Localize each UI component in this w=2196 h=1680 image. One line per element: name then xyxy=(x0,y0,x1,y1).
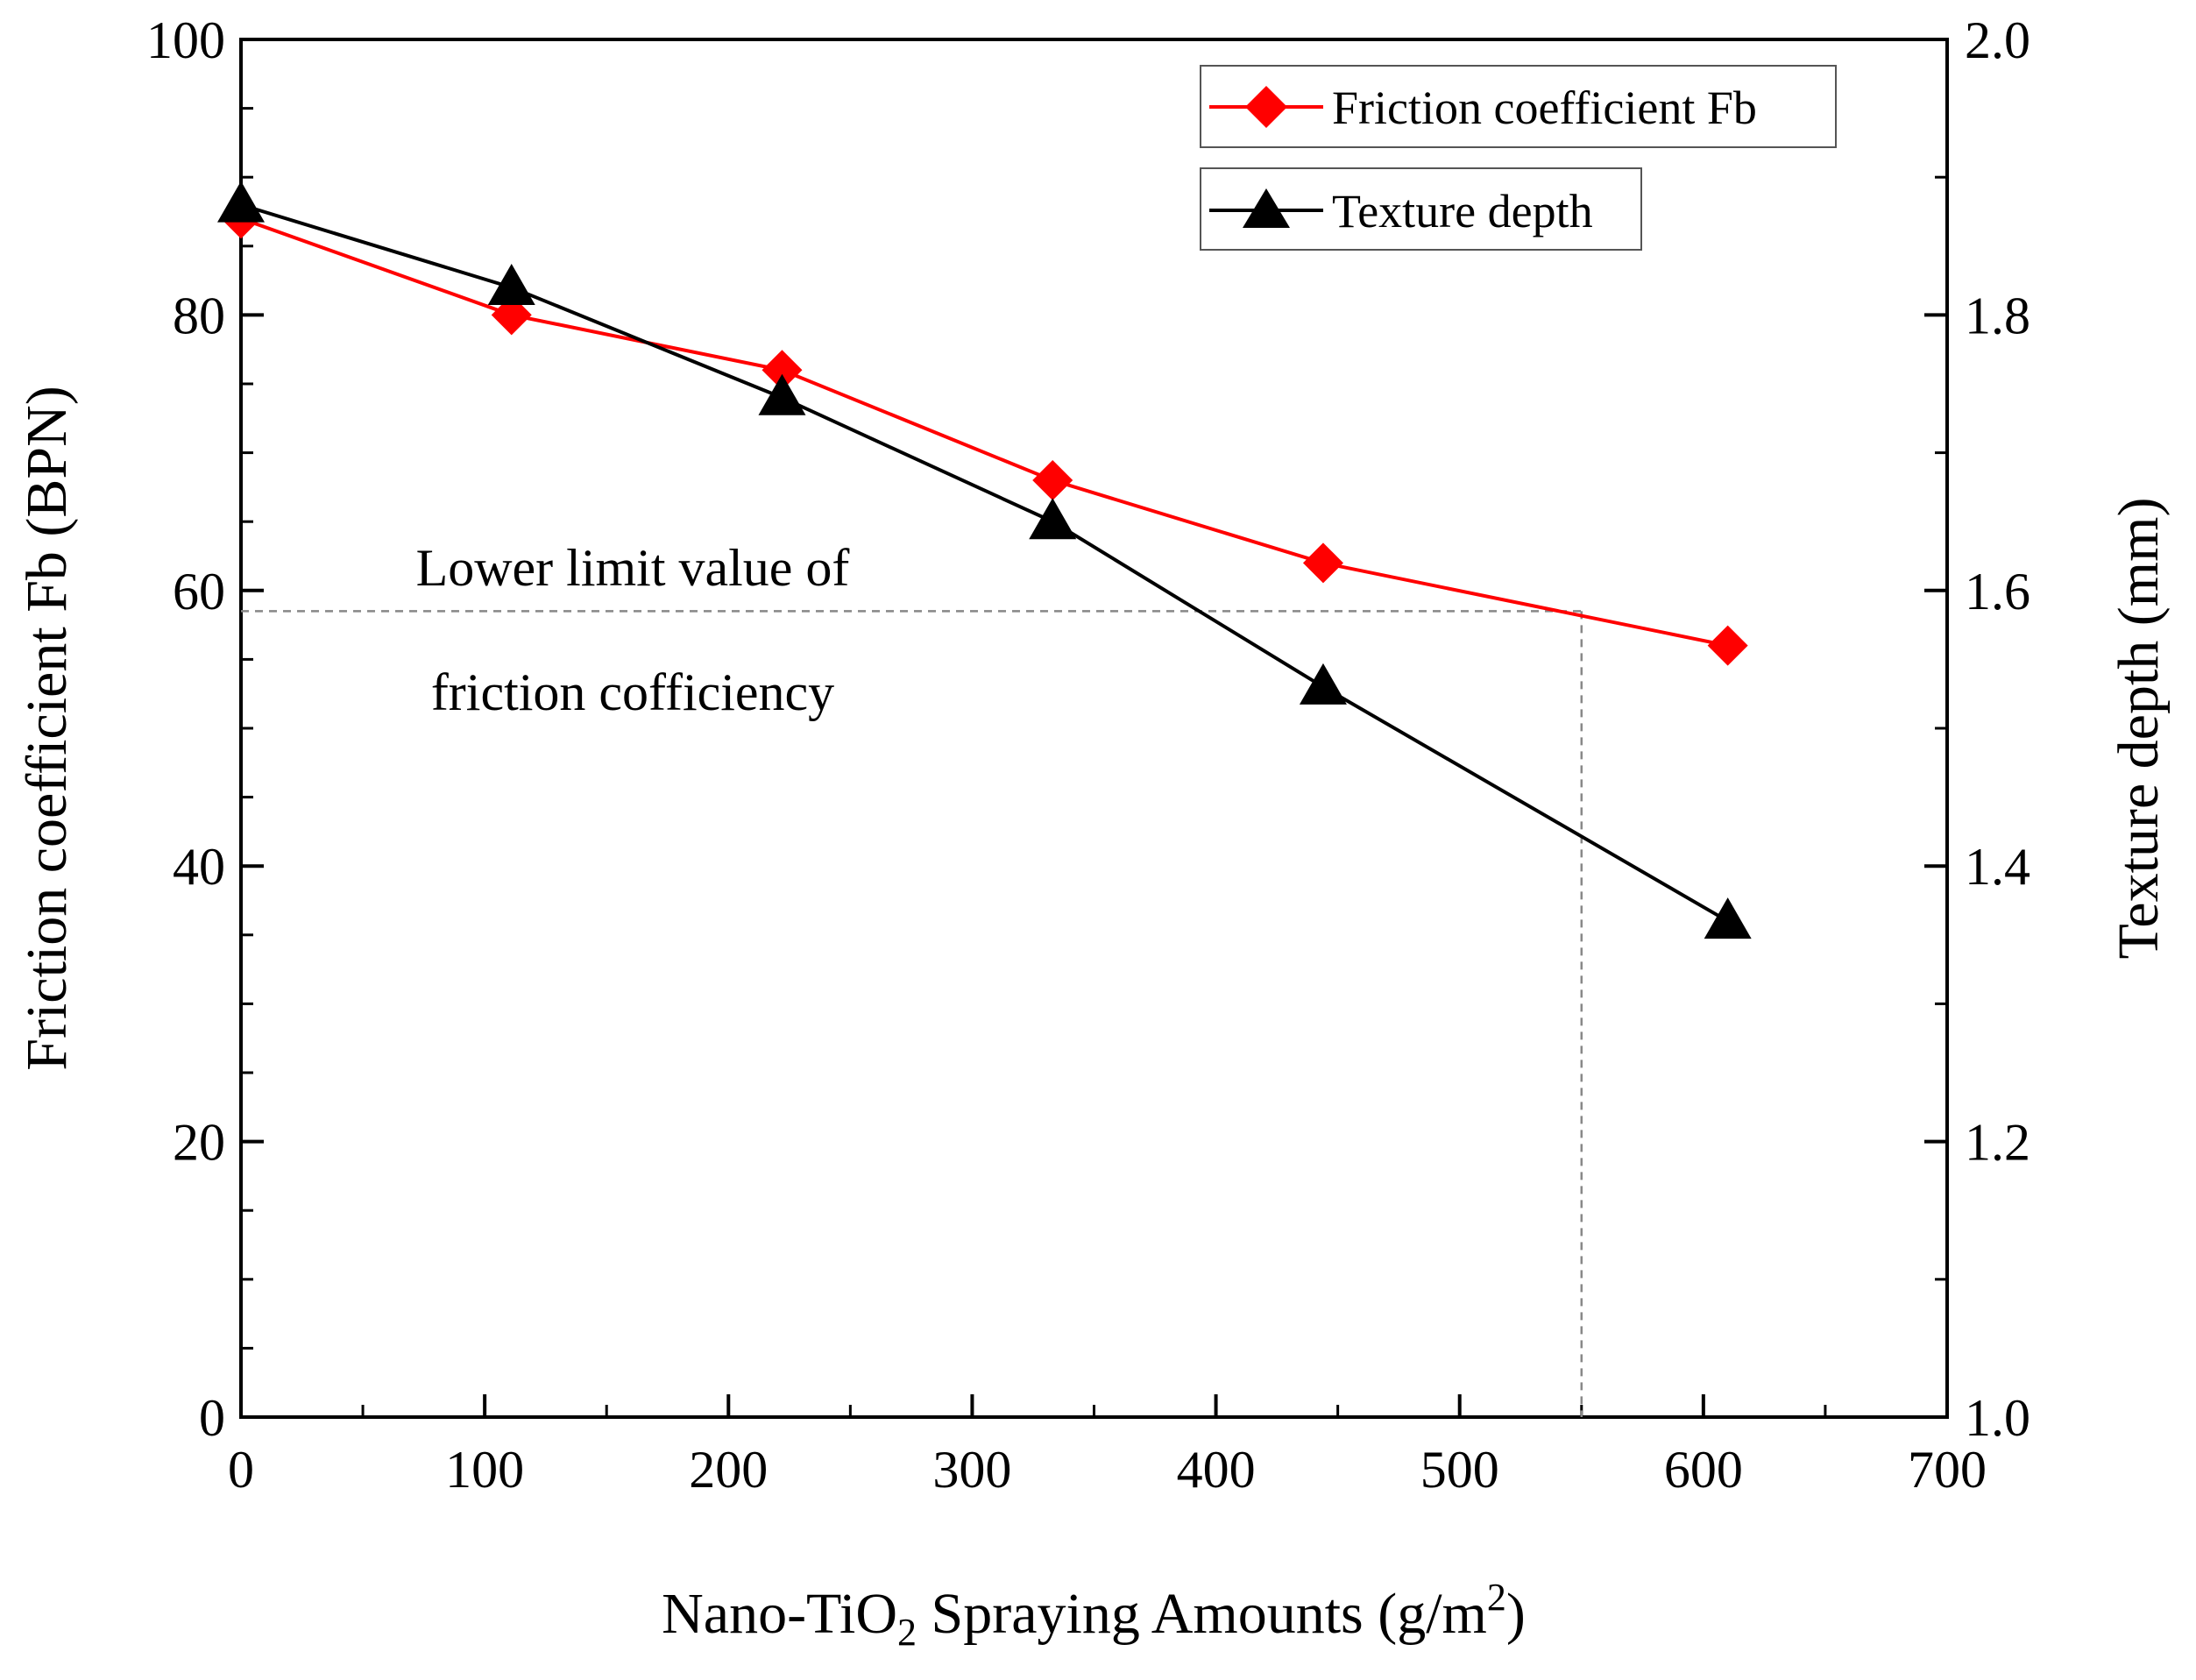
left-y-tick-label: 80 xyxy=(173,287,225,344)
texture-data-point xyxy=(1029,498,1077,540)
x-axis-title-suffix: ) xyxy=(1506,1582,1526,1646)
left-y-tick-label: 20 xyxy=(173,1114,225,1172)
x-axis-title: Nano-TiO2 Spraying Amounts (g/m2) xyxy=(662,1576,1526,1654)
right-y-tick-label: 1.6 xyxy=(1965,563,2030,620)
x-axis-title-prefix: Nano-TiO xyxy=(662,1582,897,1646)
series-layer xyxy=(217,181,1752,939)
x-tick-label: 500 xyxy=(1420,1441,1499,1499)
right-y-tick-label: 1.8 xyxy=(1965,287,2030,344)
right-y-axis-ticks: 1.0 1.2 1.4 1.6 1.8 2.0 xyxy=(1924,11,2030,1447)
x-tick-label: 200 xyxy=(689,1441,768,1499)
left-y-tick-label: 0 xyxy=(199,1389,225,1447)
texture-data-point xyxy=(1299,663,1347,705)
annotation-line-2: friction cofficiency xyxy=(431,663,834,721)
x-tick-label: 600 xyxy=(1664,1441,1743,1499)
right-y-axis-title: Texture depth (mm) xyxy=(2107,498,2171,960)
left-y-axis-title: Friction coefficient Fb (BPN) xyxy=(15,386,79,1071)
friction-data-point xyxy=(1707,625,1748,666)
x-tick-label: 700 xyxy=(1908,1441,1987,1499)
lower-limit-reference-lines xyxy=(241,610,1583,1417)
texture-data-point xyxy=(487,263,535,305)
plot-frame xyxy=(239,38,1949,1419)
left-y-tick-label: 100 xyxy=(146,11,225,69)
friction-series-line xyxy=(240,216,1729,648)
legend-label-friction: Friction coefficient Fb xyxy=(1332,82,1757,134)
legend: Friction coefficient Fb Texture depth xyxy=(1200,65,1837,251)
friction-data-point xyxy=(1032,460,1073,501)
x-tick-label: 0 xyxy=(228,1441,254,1499)
legend-label-texture: Texture depth xyxy=(1332,185,1593,237)
legend-marker-texture xyxy=(1243,188,1290,228)
x-axis-title-middle: Spraying Amounts (g/m xyxy=(917,1582,1487,1646)
left-y-tick-label: 60 xyxy=(173,563,225,620)
texture-data-point xyxy=(1704,897,1752,939)
right-y-tick-label: 2.0 xyxy=(1965,11,2030,69)
texture-data-point xyxy=(217,181,265,223)
x-axis-ticks: 0 100 200 300 400 500 600 700 xyxy=(228,1394,1987,1499)
x-tick-label: 300 xyxy=(932,1441,1011,1499)
texture-data-point xyxy=(758,373,806,415)
annotation-line-1: Lower limit value of xyxy=(416,539,850,597)
texture-series-line xyxy=(240,202,1729,923)
x-axis-title-superscript: 2 xyxy=(1487,1576,1506,1619)
x-tick-label: 400 xyxy=(1177,1441,1256,1499)
right-y-tick-label: 1.4 xyxy=(1965,838,2030,896)
friction-data-point xyxy=(762,350,803,391)
left-y-axis-ticks: 0 20 40 60 80 100 xyxy=(146,11,264,1447)
x-tick-label: 100 xyxy=(445,1441,524,1499)
x-axis-title-subscript: 2 xyxy=(897,1611,917,1654)
right-y-tick-label: 1.2 xyxy=(1965,1114,2030,1172)
right-y-tick-label: 1.0 xyxy=(1965,1389,2030,1447)
legend-marker-friction xyxy=(1245,86,1287,128)
left-y-tick-label: 40 xyxy=(173,838,225,896)
friction-data-point xyxy=(1302,542,1343,584)
